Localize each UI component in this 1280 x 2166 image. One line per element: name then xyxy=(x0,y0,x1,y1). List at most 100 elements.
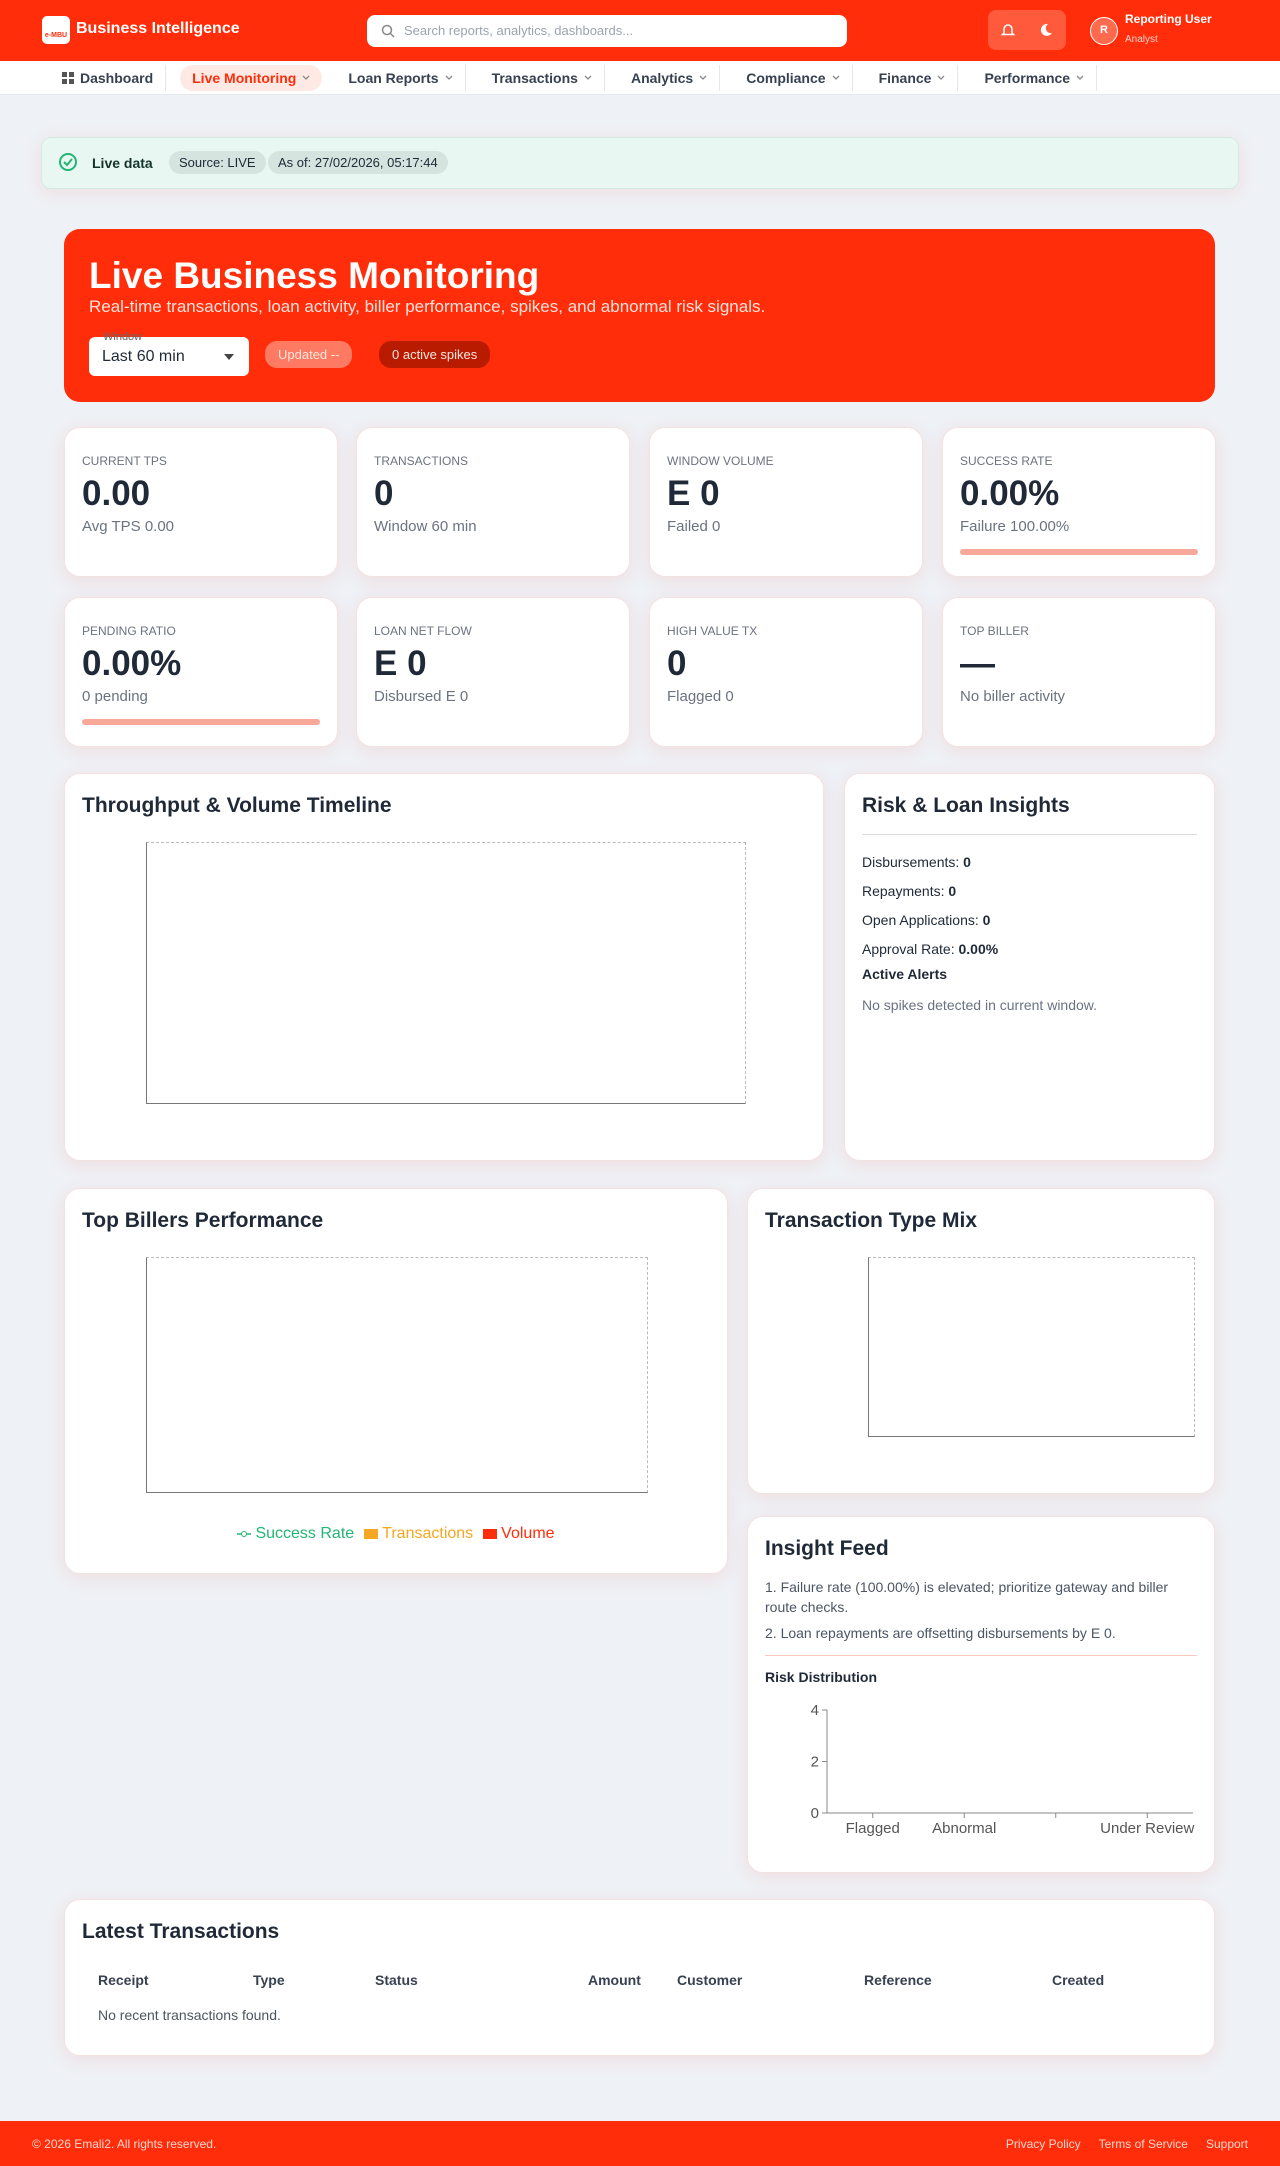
window-value: Last 60 min xyxy=(102,348,185,365)
nav-item[interactable]: Dashboard xyxy=(50,64,167,91)
nav-label: Finance xyxy=(878,69,932,86)
divider xyxy=(862,834,1197,835)
dropdown-arrow xyxy=(224,354,234,360)
risk-insights-panel: Risk & Loan Insights Disbursements: 0 Rep… xyxy=(844,773,1215,1161)
type-mix-panel: Transaction Type Mix xyxy=(747,1188,1215,1494)
kpi-card: SUCCESS RATE 0.00% Failure 100.00% xyxy=(942,427,1216,577)
header: e-MBU Business Intelligence Search repor… xyxy=(0,0,1280,61)
kpi-label: SUCCESS RATE xyxy=(960,454,1053,468)
footer: © 2026 Emali2. All rights reserved. Priv… xyxy=(0,2121,1280,2166)
insight-label: Approval Rate: xyxy=(862,941,955,957)
kpi-card: HIGH VALUE TX 0 Flagged 0 xyxy=(649,597,923,747)
nav-item[interactable]: Live Monitoring xyxy=(180,64,323,91)
feed-item: 1. Failure rate (100.00%) is elevated; p… xyxy=(765,1579,1169,1615)
nav-item[interactable]: Performance xyxy=(972,64,1098,91)
window-select[interactable]: Window Last 60 min xyxy=(89,331,249,376)
kpi-label: LOAN NET FLOW xyxy=(374,624,472,638)
legend-label: Success Rate xyxy=(255,1525,355,1542)
insight-row: Approval Rate: 0.00% xyxy=(862,935,998,964)
column-header: Created xyxy=(1052,1972,1105,1988)
search-icon xyxy=(381,24,395,38)
nav-item[interactable]: Transactions xyxy=(480,64,605,91)
nav-label: Transactions xyxy=(491,69,578,86)
kpi-value: 0.00 xyxy=(82,474,151,513)
kpi-sub: Window 60 min xyxy=(374,518,477,535)
kpi-card: PENDING RATIO 0.00% 0 pending xyxy=(64,597,338,747)
panel-title: Insight Feed xyxy=(765,1537,889,1560)
kpi-value: 0.00% xyxy=(82,644,182,683)
chevron xyxy=(445,75,453,80)
avatar[interactable]: R xyxy=(1090,17,1118,45)
kpi-label: CURRENT TPS xyxy=(82,454,167,468)
kpi-label: WINDOW VOLUME xyxy=(667,454,774,468)
nav-label: Live Monitoring xyxy=(192,69,297,86)
legend-label: Volume xyxy=(501,1525,555,1542)
footer-link[interactable]: Privacy Policy xyxy=(1005,2137,1081,2151)
legend-label: Transactions xyxy=(382,1525,474,1542)
nav-bar: Dashboard Live Monitoring Loan Reports Tran… xyxy=(0,61,1280,95)
kpi-label: HIGH VALUE TX xyxy=(667,624,758,638)
panel-title: Transaction Type Mix xyxy=(765,1209,977,1232)
legend: Success Rate Transactions Volume xyxy=(65,1525,727,1543)
kpi-sub: No biller activity xyxy=(960,688,1066,705)
user-name[interactable]: Reporting User xyxy=(1125,12,1212,26)
nav-label: Compliance xyxy=(746,69,826,86)
search-box[interactable]: Search reports, analytics, dashboards... xyxy=(367,15,847,47)
footer-link[interactable]: Support xyxy=(1205,2137,1248,2151)
logo[interactable]: e-MBU xyxy=(42,16,70,44)
alerts-empty: No spikes detected in current window. xyxy=(862,997,1098,1013)
legend-item[interactable]: Transactions xyxy=(364,1525,473,1543)
app-title[interactable]: Business Intelligence xyxy=(76,20,240,37)
window-label: Window xyxy=(103,331,143,343)
legend-swatch xyxy=(483,1529,498,1539)
kpi-value: E 0 xyxy=(667,474,720,513)
table-empty: No recent transactions found. xyxy=(98,2007,281,2023)
nav-item[interactable]: Compliance xyxy=(734,64,853,91)
footer-link[interactable]: Terms of Service xyxy=(1098,2137,1188,2151)
transactions-panel: Latest Transactions Receipt Type Status Amo… xyxy=(64,1899,1215,2056)
y-tick-label: 0 xyxy=(811,1805,819,1822)
legend-item[interactable]: Volume xyxy=(483,1525,555,1543)
panel-title: Top Billers Performance xyxy=(82,1209,324,1232)
chevron xyxy=(699,75,707,80)
insight-label: Disbursements: xyxy=(862,854,960,870)
header-actions xyxy=(988,10,1066,50)
y-tick-label: 2 xyxy=(811,1754,819,1771)
kpi-value: E 0 xyxy=(374,644,427,683)
alerts-title: Active Alerts xyxy=(862,966,948,982)
insight-row: Open Applications: 0 xyxy=(862,906,998,935)
chart-area xyxy=(868,1257,1195,1437)
kpi-card: LOAN NET FLOW E 0 Disbursed E 0 xyxy=(356,597,630,747)
theme-icon[interactable] xyxy=(1038,22,1054,38)
nav-label: Analytics xyxy=(630,69,694,86)
status-label: Live data xyxy=(92,155,153,171)
throughput-panel: Throughput & Volume Timeline xyxy=(64,773,824,1161)
bell-icon[interactable] xyxy=(1000,22,1016,38)
chevron xyxy=(832,75,840,80)
insight-list: Disbursements: 0 Repayments: 0 Open Applic… xyxy=(862,848,998,964)
kpi-sub: Failure 100.00% xyxy=(960,518,1070,535)
nav-item[interactable]: Loan Reports xyxy=(336,64,466,91)
insight-row: Disbursements: 0 xyxy=(862,848,998,877)
nav-item[interactable]: Analytics xyxy=(619,64,721,91)
legend-item[interactable]: Success Rate xyxy=(237,1525,354,1543)
insight-row: Repayments: 0 xyxy=(862,877,998,906)
nav-item[interactable]: Finance xyxy=(867,64,959,91)
kpi-value: — xyxy=(960,644,995,683)
hero: Live Business Monitoring Real-time trans… xyxy=(64,229,1215,402)
insight-value: 0 xyxy=(948,883,957,899)
column-header: Customer xyxy=(677,1972,743,1988)
chart-title: Risk Distribution xyxy=(765,1669,878,1685)
source-pill: Source: LIVE xyxy=(169,151,266,174)
nav-label: Performance xyxy=(984,69,1071,86)
column-header: Type xyxy=(253,1972,285,1988)
chevron xyxy=(302,75,310,80)
chevron xyxy=(938,75,945,80)
column-header: Status xyxy=(375,1972,418,1988)
kpi-sub: Flagged 0 xyxy=(667,688,734,705)
hero-title: Live Business Monitoring xyxy=(89,255,540,296)
footer-links: Privacy Policy Terms of Service Support xyxy=(1006,2137,1248,2151)
y-tick-label: 4 xyxy=(811,1702,819,1719)
spikes-pill: 0 active spikes xyxy=(379,341,491,368)
kpi-sub: Avg TPS 0.00 xyxy=(82,518,175,535)
